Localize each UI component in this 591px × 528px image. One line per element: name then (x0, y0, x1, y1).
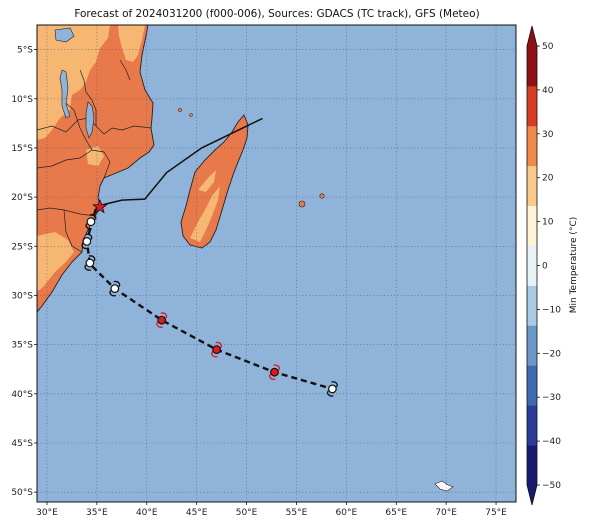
x-tick-label: 50°E (236, 508, 258, 518)
africa-warm-region-south (37, 232, 74, 292)
map-panel: 30°E 35°E 40°E 45°E 50°E 55°E 60°E 65°E 70°E 75°E… (11, 24, 517, 518)
y-tick-label: 10°S (11, 95, 33, 105)
lake-malawi (85, 101, 95, 139)
kerguelen-islands (434, 480, 454, 492)
y-tick-label: 35°S (11, 341, 33, 351)
mauritius-island (319, 193, 325, 199)
colorbar-tick-label: 30 (542, 130, 554, 140)
madagascar-highland (190, 186, 220, 242)
colorbar-max-arrow (527, 26, 537, 46)
comoros-island (177, 107, 183, 113)
cyclone-symbol-icon (211, 341, 223, 358)
x-tick-label: 35°E (86, 508, 108, 518)
lake-victoria (54, 27, 75, 43)
cyclone-symbol-icon (269, 364, 280, 381)
reunion-island (298, 200, 306, 208)
storm-markers (81, 213, 338, 397)
figure-title: Forecast of 2024031200 (f000-006), Sourc… (74, 8, 479, 20)
madagascar-west-plain (198, 170, 216, 192)
map-frame (36, 24, 517, 503)
country-borders (37, 59, 152, 253)
colorbar-segment (527, 245, 537, 286)
gridlines (37, 25, 516, 502)
x-tick-label: 40°E (136, 508, 158, 518)
cyclone-symbol-icon (81, 233, 93, 250)
x-tick-label: 55°E (286, 508, 308, 518)
colorbar-segment (527, 85, 537, 127)
mayotte-island (189, 113, 193, 117)
landfall-star-icon (92, 198, 108, 214)
africa-warm-region-east (118, 25, 145, 62)
x-tick-label: 65°E (385, 508, 407, 518)
colorbar-tick-label: 20 (542, 174, 554, 184)
colorbar-tick-label: 0 (542, 262, 548, 272)
colorbar-segment (527, 445, 537, 486)
colorbar-tick-label: −50 (542, 481, 561, 491)
lake-tanganyika (59, 69, 71, 119)
longitude-ticks: 30°E 35°E 40°E 45°E 50°E 55°E 60°E 65°E 70°E 75°E (36, 502, 507, 518)
y-tick-label: 15°S (11, 144, 33, 154)
y-tick-label: 40°S (11, 390, 33, 400)
y-tick-label: 45°S (11, 439, 33, 449)
x-tick-label: 75°E (485, 508, 507, 518)
africa-warm-region (37, 25, 110, 140)
x-tick-label: 30°E (36, 508, 58, 518)
x-tick-label: 70°E (435, 508, 457, 518)
y-tick-label: 25°S (11, 242, 33, 252)
colorbar-segment (527, 125, 537, 167)
colorbar-segment (527, 46, 537, 87)
colorbar: 50 40 30 20 10 0 −10 −20 −30 −40 −50 Min Temperatu… (526, 25, 579, 506)
colorbar-tick-label: 40 (542, 86, 554, 96)
colorbar-segment (527, 365, 537, 406)
colorbar-tick-label: −40 (542, 437, 561, 447)
cyclone-symbol-icon (85, 213, 97, 230)
y-tick-label: 50°S (11, 488, 33, 498)
colorbar-segment (527, 205, 537, 246)
colorbar-min-arrow (527, 485, 537, 505)
colorbar-tick-label: −30 (542, 393, 561, 403)
cyclone-symbol-icon (156, 312, 168, 328)
colorbar-tick-label: 10 (542, 218, 554, 228)
colorbar-segment (527, 405, 537, 446)
colorbar-label: Min Temperature (°C) (569, 217, 579, 314)
colorbar-segments (526, 25, 538, 506)
colorbar-segment (527, 285, 537, 326)
y-tick-label: 5°S (17, 46, 33, 56)
cyclone-symbol-icon (326, 381, 338, 397)
latitude-ticks: 5°S 10°S 15°S 20°S 25°S 30°S 35°S 40°S 45°S 50°S (11, 46, 37, 498)
colorbar-tick-label: 50 (542, 42, 554, 52)
y-tick-label: 20°S (11, 193, 33, 203)
colorbar-segment (527, 325, 537, 366)
y-tick-label: 30°S (11, 291, 33, 301)
colorbar-segment (527, 165, 537, 207)
colorbar-tick-label: −10 (542, 305, 561, 315)
x-tick-label: 45°E (186, 508, 208, 518)
cyclone-symbol-icon (109, 280, 121, 297)
cyclone-symbol-icon (84, 255, 96, 271)
colorbar-ticks: 50 40 30 20 10 0 −10 −20 −30 −40 −50 (537, 42, 561, 491)
madagascar-island (180, 114, 249, 249)
colorbar-tick-label: −20 (542, 349, 561, 359)
x-tick-label: 60°E (336, 508, 358, 518)
